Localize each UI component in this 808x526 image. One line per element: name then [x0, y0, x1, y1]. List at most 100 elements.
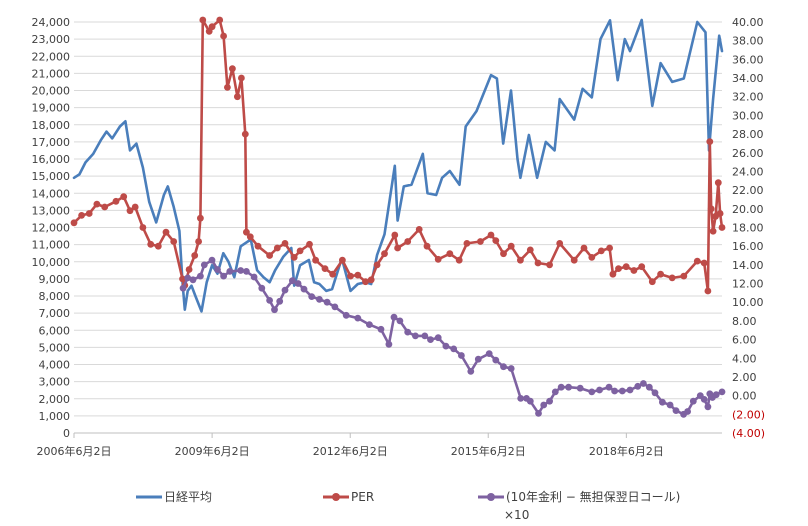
- left-tick-label: 22,000: [32, 50, 71, 63]
- right-tick-label: 32.00: [732, 91, 764, 104]
- data-point: [139, 224, 147, 231]
- right-tick-label: 22.00: [732, 184, 764, 197]
- x-tick-label: 2015年6月2日: [451, 444, 526, 458]
- left-tick-label: 14,000: [32, 187, 71, 200]
- data-point: [316, 296, 323, 303]
- data-point: [112, 197, 120, 205]
- data-point: [147, 240, 155, 248]
- data-point: [366, 321, 373, 328]
- legend-item: (10年金利 − 無担保翌日コール) ×10: [478, 489, 680, 522]
- data-point: [714, 179, 722, 187]
- legend-marker: [487, 493, 495, 501]
- data-point: [184, 274, 192, 282]
- data-point: [234, 93, 241, 101]
- left-tick-label: 10,000: [32, 256, 71, 269]
- data-point: [179, 284, 187, 292]
- data-point: [273, 244, 281, 252]
- data-point: [237, 267, 245, 274]
- data-point: [281, 240, 289, 247]
- data-point: [463, 240, 471, 247]
- data-point: [580, 244, 588, 252]
- right-tick-label: 26.00: [732, 147, 764, 160]
- data-point: [535, 410, 542, 417]
- data-point: [189, 276, 197, 284]
- data-point: [668, 274, 676, 282]
- data-point: [185, 266, 193, 273]
- data-point: [385, 340, 393, 348]
- data-point: [294, 280, 302, 287]
- data-point: [434, 255, 442, 263]
- data-point: [540, 401, 548, 409]
- data-point: [276, 297, 284, 305]
- data-point: [323, 298, 331, 306]
- right-tick-label: 38.00: [732, 35, 764, 48]
- x-tick-label: 2012年6月2日: [313, 444, 388, 458]
- right-y-axis-ticks: (4.00) (2.00) 0.00 2.00 4.00 6.00 8.00 10.00 12.…: [732, 16, 765, 440]
- data-point: [362, 278, 369, 286]
- left-tick-label: 11,000: [32, 239, 71, 252]
- data-point: [224, 84, 231, 91]
- x-tick-label: 2018年6月2日: [589, 444, 664, 458]
- plot-area: [70, 16, 726, 418]
- data-point: [367, 276, 375, 284]
- data-point: [229, 65, 236, 73]
- data-point: [645, 383, 653, 391]
- data-point: [618, 387, 626, 395]
- left-tick-label: 23,000: [32, 33, 71, 46]
- data-point: [640, 380, 647, 387]
- legend-marker: [332, 493, 340, 501]
- data-point: [354, 271, 362, 279]
- data-point: [377, 325, 385, 333]
- data-point: [415, 226, 423, 233]
- data-point: [507, 365, 515, 372]
- data-point: [597, 247, 605, 255]
- series-3: [179, 256, 726, 418]
- data-point: [709, 227, 717, 235]
- right-tick-label: 40.00: [732, 16, 764, 29]
- data-point: [78, 212, 85, 219]
- legend-item: PER: [323, 490, 374, 504]
- data-point: [570, 256, 578, 264]
- data-point: [179, 275, 186, 283]
- data-point: [704, 403, 712, 411]
- right-tick-label: 12.00: [732, 278, 764, 291]
- data-point: [534, 259, 542, 267]
- data-point: [101, 203, 109, 211]
- series-1: [72, 18, 724, 313]
- data-point: [85, 210, 93, 217]
- right-tick-label: 14.00: [732, 259, 764, 272]
- data-point: [706, 138, 714, 146]
- data-point: [615, 265, 622, 272]
- right-tick-label: 34.00: [732, 72, 764, 85]
- right-tick-label: 2.00: [732, 371, 757, 384]
- data-point: [191, 252, 199, 259]
- left-tick-label: 2,000: [39, 393, 71, 406]
- data-point: [626, 386, 634, 394]
- data-point: [588, 254, 596, 261]
- data-point: [342, 311, 350, 319]
- data-point: [442, 342, 450, 350]
- x-axis-ticks: 2006年6月2日 2009年6月2日 2012年6月2日 2015年6月2日 2018…: [37, 433, 664, 458]
- right-tick-label: 4.00: [732, 352, 757, 365]
- data-point: [434, 334, 442, 342]
- left-tick-label: 15,000: [32, 170, 71, 183]
- data-point: [308, 293, 316, 300]
- data-point: [485, 350, 493, 357]
- data-point: [131, 203, 139, 211]
- data-point: [500, 250, 507, 258]
- data-point: [170, 238, 178, 245]
- data-point: [693, 257, 701, 265]
- legend-label: (10年金利 − 無担保翌日コール) ×10: [504, 489, 680, 522]
- data-point: [474, 355, 482, 363]
- data-point: [162, 228, 170, 236]
- data-point: [195, 238, 203, 245]
- data-point: [208, 256, 216, 264]
- left-tick-label: 19,000: [32, 102, 71, 115]
- right-tick-label: 16.00: [732, 240, 764, 253]
- data-point: [312, 256, 319, 264]
- left-tick-label: 17,000: [32, 136, 71, 149]
- data-point: [622, 263, 630, 271]
- data-point: [716, 210, 724, 217]
- data-point: [216, 16, 224, 24]
